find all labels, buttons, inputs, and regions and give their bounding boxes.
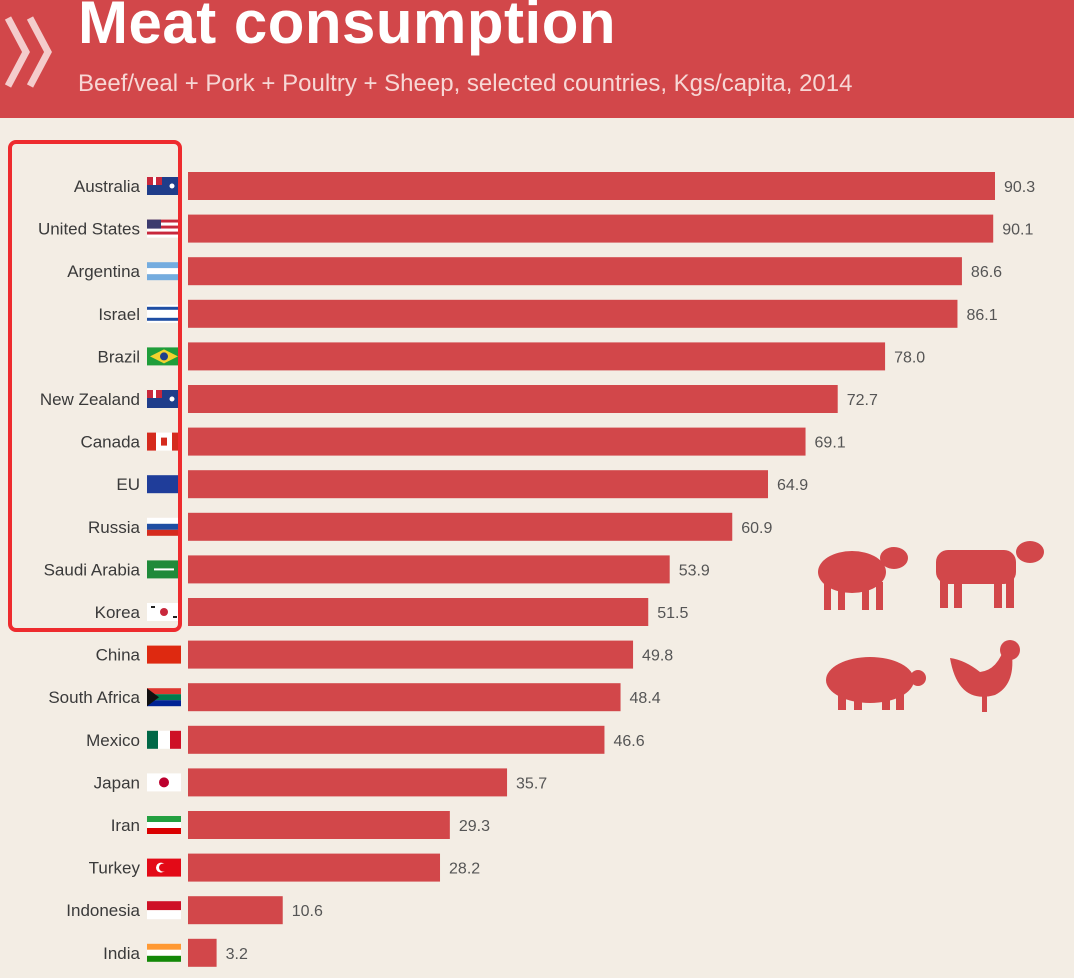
category-label-india: India [103, 944, 140, 963]
bar-new-zealand [188, 385, 838, 413]
category-label-eu: EU [116, 475, 140, 494]
category-label-united-states: United States [38, 220, 140, 239]
value-label-saudi-arabia: 53.9 [679, 562, 710, 579]
india-flag-icon [147, 943, 181, 962]
value-label-united-states: 90.1 [1002, 222, 1033, 239]
category-label-saudi-arabia: Saudi Arabia [44, 560, 141, 579]
bar-japan [188, 768, 508, 797]
bar-south-africa [188, 683, 621, 712]
value-label-eu: 64.9 [777, 477, 808, 494]
value-label-israel: 86.1 [966, 307, 997, 324]
bar-saudi-arabia [188, 555, 670, 584]
category-label-indonesia: Indonesia [66, 901, 140, 920]
australia-flag-icon [147, 177, 181, 195]
category-label-new-zealand: New Zealand [40, 390, 140, 409]
category-label-china: China [96, 646, 141, 665]
category-label-russia: Russia [88, 518, 141, 537]
value-label-canada: 69.1 [815, 435, 846, 452]
bar-brazil [188, 342, 886, 371]
bar-russia [188, 512, 733, 541]
category-label-south-africa: South Africa [48, 688, 140, 707]
russia-flag-icon [147, 517, 181, 536]
brazil-flag-icon [147, 347, 181, 366]
category-label-brazil: Brazil [97, 347, 140, 366]
category-label-mexico: Mexico [86, 731, 140, 750]
israel-flag-icon [147, 304, 181, 323]
category-label-israel: Israel [98, 305, 140, 324]
value-label-korea: 51.5 [657, 605, 688, 622]
bar-united-states [188, 214, 994, 243]
category-label-japan: Japan [94, 773, 140, 792]
bar-china [188, 640, 634, 669]
category-label-turkey: Turkey [89, 859, 141, 878]
value-label-south-africa: 48.4 [630, 690, 661, 707]
chart-header: Meat consumption Beef/veal + Pork + Poul… [0, 0, 1074, 118]
value-label-new-zealand: 72.7 [847, 392, 878, 409]
category-label-iran: Iran [111, 816, 140, 835]
value-label-iran: 29.3 [459, 818, 490, 835]
category-label-australia: Australia [74, 177, 141, 196]
saudi-arabia-flag-icon [147, 560, 181, 579]
value-label-mexico: 46.6 [613, 733, 644, 750]
value-label-india: 3.2 [226, 946, 248, 963]
south-africa-flag-icon [147, 688, 181, 707]
pig-icon [826, 657, 926, 710]
united-states-flag-icon [147, 219, 181, 238]
indonesia-flag-icon [147, 901, 181, 920]
bar-eu [188, 470, 769, 499]
animal-illustrations [818, 541, 1044, 712]
bar-canada [188, 427, 806, 456]
value-label-japan: 35.7 [516, 775, 547, 792]
value-label-russia: 60.9 [741, 520, 772, 537]
bar-korea [188, 598, 649, 626]
eu-flag-icon [147, 475, 181, 494]
highlight-box [8, 140, 182, 632]
bar-argentina [188, 257, 962, 286]
double-chevron-icon [4, 16, 52, 88]
korea-flag-icon [147, 603, 181, 621]
mexico-flag-icon [147, 730, 181, 749]
japan-flag-icon [147, 773, 181, 792]
value-label-argentina: 86.6 [971, 264, 1002, 281]
category-label-korea: Korea [95, 603, 141, 622]
turkey-flag-icon [147, 858, 181, 877]
canada-flag-icon [147, 432, 181, 451]
value-label-indonesia: 10.6 [292, 903, 323, 920]
bar-israel [188, 299, 958, 328]
bar-iran [188, 811, 450, 839]
category-label-canada: Canada [80, 433, 140, 452]
bar-australia [188, 172, 995, 200]
chart-subtitle: Beef/veal + Pork + Poultry + Sheep, sele… [78, 70, 853, 97]
bar-indonesia [188, 896, 283, 925]
value-label-china: 49.8 [642, 648, 673, 665]
argentina-flag-icon [147, 262, 181, 281]
value-label-turkey: 28.2 [449, 861, 480, 878]
chart-title: Meat consumption [78, 0, 617, 56]
bar-mexico [188, 725, 605, 754]
cow-icon [936, 541, 1044, 608]
category-label-argentina: Argentina [67, 262, 140, 281]
china-flag-icon [147, 645, 181, 664]
rooster-icon [950, 640, 1020, 712]
value-label-australia: 90.3 [1004, 179, 1035, 196]
new-zealand-flag-icon [147, 390, 181, 408]
bar-india [188, 938, 217, 967]
bar-turkey [188, 853, 441, 882]
value-label-brazil: 78.0 [894, 349, 925, 366]
iran-flag-icon [147, 816, 181, 834]
sheep-icon [818, 547, 908, 610]
